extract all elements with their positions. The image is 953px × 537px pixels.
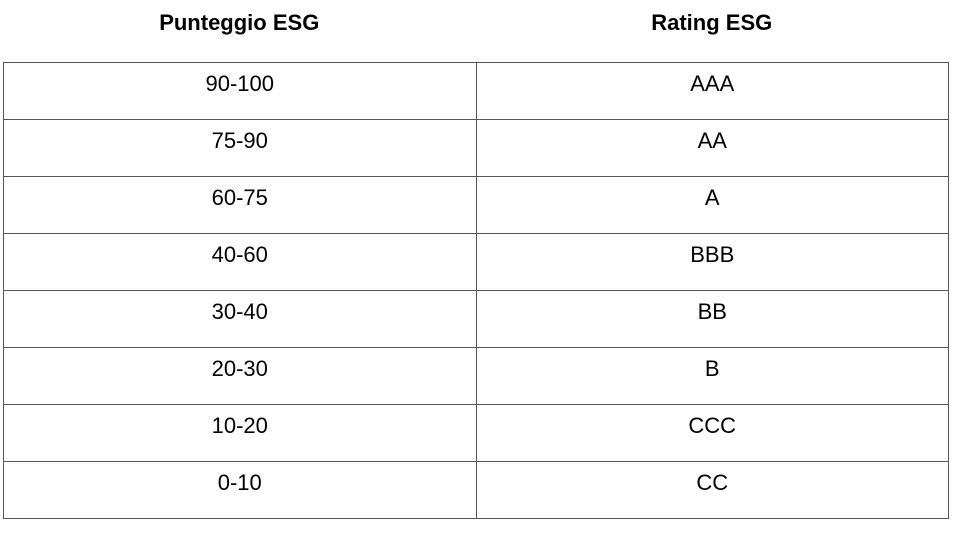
header-rating: Rating ESG	[651, 10, 773, 35]
table-row: 60-75 A	[3, 176, 949, 234]
rating-cell: A	[475, 176, 949, 234]
rating-cell: AA	[475, 119, 949, 177]
score-cell: 40-60	[3, 233, 477, 291]
table-header: Punteggio ESG Rating ESG	[3, 0, 948, 60]
table-row: 20-30 B	[3, 347, 949, 405]
rating-cell: CCC	[475, 404, 949, 462]
table-row: 30-40 BB	[3, 290, 949, 348]
header-score: Punteggio ESG	[159, 10, 320, 35]
score-cell: 10-20	[3, 404, 477, 462]
table-row: 40-60 BBB	[3, 233, 949, 291]
rating-cell: B	[475, 347, 949, 405]
score-cell: 20-30	[3, 347, 477, 405]
score-cell: 90-100	[3, 62, 477, 120]
score-cell: 60-75	[3, 176, 477, 234]
score-cell: 0-10	[3, 461, 477, 519]
table-row: 90-100 AAA	[3, 62, 949, 120]
table-row: 75-90 AA	[3, 119, 949, 177]
score-cell: 75-90	[3, 119, 477, 177]
table-row: 0-10 CC	[3, 461, 949, 519]
rating-cell: BB	[475, 290, 949, 348]
rating-cell: BBB	[475, 233, 949, 291]
esg-rating-table: 90-100 AAA 75-90 AA 60-75 A 40-60 BBB 30…	[3, 62, 949, 519]
table-row: 10-20 CCC	[3, 404, 949, 462]
rating-cell: AAA	[475, 62, 949, 120]
score-cell: 30-40	[3, 290, 477, 348]
rating-cell: CC	[475, 461, 949, 519]
